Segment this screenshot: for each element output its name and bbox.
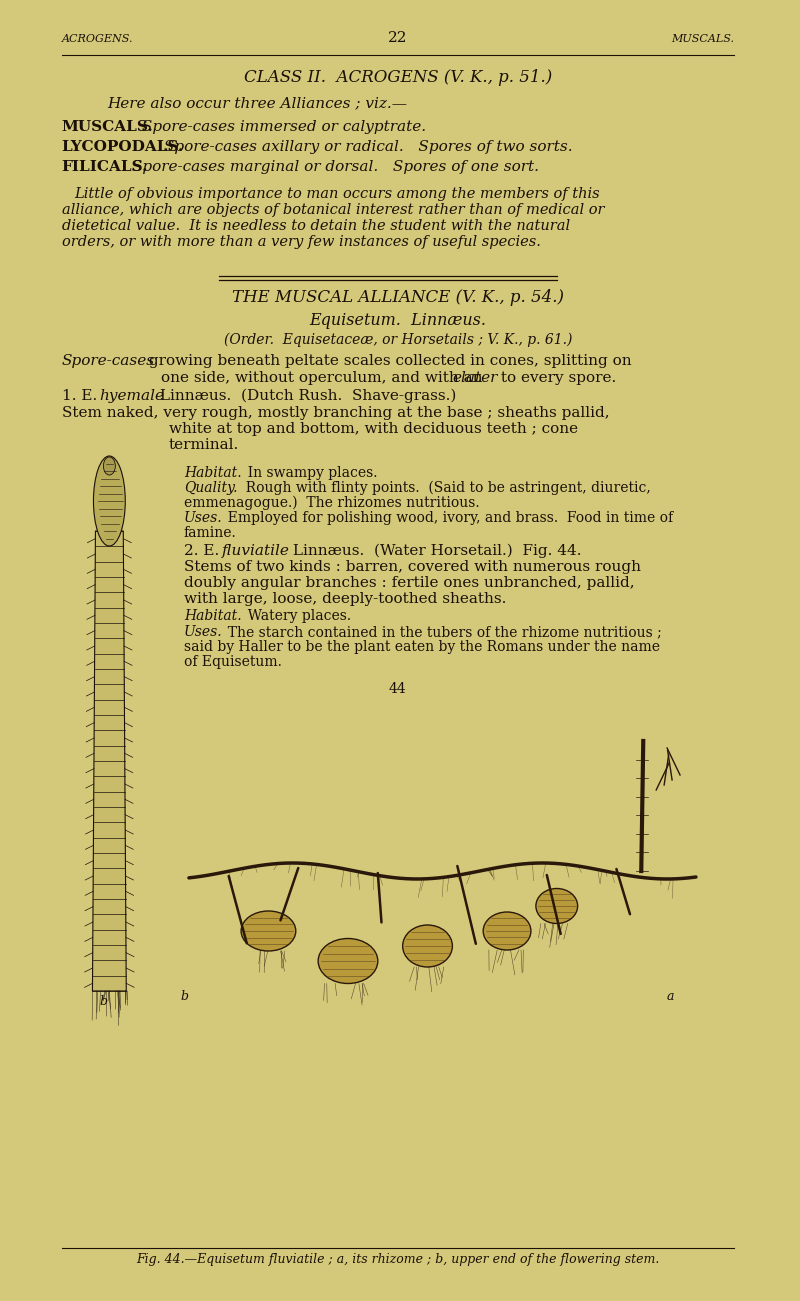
Text: Here also occur three Alliances ; viz.—: Here also occur three Alliances ; viz.—	[107, 96, 407, 111]
Text: Habitat.: Habitat.	[184, 609, 242, 623]
Text: b: b	[181, 990, 189, 1003]
Text: 22: 22	[388, 31, 407, 46]
Text: elater: elater	[452, 371, 498, 385]
Text: Rough with flinty points.  (Said to be astringent, diuretic,: Rough with flinty points. (Said to be as…	[237, 480, 650, 494]
Text: Fig. 44.—Equisetum fluviatile ; a, its rhizome ; b, upper end of the flowering s: Fig. 44.—Equisetum fluviatile ; a, its r…	[136, 1253, 659, 1266]
Text: Linnæus.  (Dutch Rush.  Shave-grass.): Linnæus. (Dutch Rush. Shave-grass.)	[155, 389, 457, 403]
Text: 44: 44	[389, 682, 406, 696]
Text: of Equisetum.: of Equisetum.	[184, 654, 282, 669]
Text: Uses.: Uses.	[184, 624, 222, 639]
Text: The starch contained in the tubers of the rhizome nutritious ;: The starch contained in the tubers of th…	[218, 624, 662, 639]
Text: Watery places.: Watery places.	[238, 609, 350, 623]
Ellipse shape	[536, 889, 578, 924]
Ellipse shape	[103, 457, 115, 475]
Text: LYCOPODALS.: LYCOPODALS.	[62, 141, 184, 154]
Text: Little of obvious importance to man occurs among the members of this: Little of obvious importance to man occu…	[74, 187, 600, 200]
Text: Habitat.: Habitat.	[184, 466, 242, 480]
Text: terminal.: terminal.	[169, 438, 239, 451]
Text: said by Haller to be the plant eaten by the Romans under the name: said by Haller to be the plant eaten by …	[184, 640, 660, 654]
Text: MUSCALS.: MUSCALS.	[62, 120, 154, 134]
Text: Equisetum.  Linnæus.: Equisetum. Linnæus.	[309, 312, 486, 329]
Text: orders, or with more than a very few instances of useful species.: orders, or with more than a very few ins…	[62, 235, 541, 248]
Text: MUSCALS.: MUSCALS.	[670, 34, 734, 44]
Text: Uses.: Uses.	[184, 511, 222, 526]
Text: Linnæus.  (Water Horsetail.)  Fig. 44.: Linnæus. (Water Horsetail.) Fig. 44.	[288, 544, 582, 558]
Text: doubly angular branches : fertile ones unbranched, pallid,: doubly angular branches : fertile ones u…	[184, 576, 634, 589]
Text: 2. E.: 2. E.	[184, 544, 224, 558]
Text: Employed for polishing wood, ivory, and brass.  Food in time of: Employed for polishing wood, ivory, and …	[218, 511, 673, 526]
Text: fluviatile: fluviatile	[222, 544, 290, 558]
Ellipse shape	[94, 455, 126, 546]
Text: Spore-cases marginal or dorsal.   Spores of one sort.: Spore-cases marginal or dorsal. Spores o…	[127, 160, 539, 174]
Text: (Order.  Equisetaceæ, or Horsetails ; V. K., p. 61.): (Order. Equisetaceæ, or Horsetails ; V. …	[223, 333, 572, 347]
Polygon shape	[93, 531, 126, 991]
Text: Quality.: Quality.	[184, 481, 238, 494]
Text: b: b	[99, 995, 107, 1008]
Text: hyemale: hyemale	[99, 389, 165, 403]
Text: THE MUSCAL ALLIANCE (V. K., p. 54.): THE MUSCAL ALLIANCE (V. K., p. 54.)	[232, 289, 564, 306]
Text: to every spore.: to every spore.	[496, 371, 616, 385]
Text: CLASS II.  ACROGENS (V. K., p. 51.): CLASS II. ACROGENS (V. K., p. 51.)	[243, 69, 552, 86]
Text: 1. E.: 1. E.	[62, 389, 102, 403]
Ellipse shape	[241, 911, 296, 951]
Ellipse shape	[402, 925, 452, 967]
Text: a: a	[666, 990, 674, 1003]
Text: dietetical value.  It is needless to detain the student with the natural: dietetical value. It is needless to deta…	[62, 219, 570, 233]
Text: white at top and bottom, with deciduous teeth ; cone: white at top and bottom, with deciduous …	[169, 422, 578, 436]
Text: ACROGENS.: ACROGENS.	[62, 34, 133, 44]
Text: In swampy places.: In swampy places.	[238, 466, 377, 480]
Ellipse shape	[318, 938, 378, 984]
Text: Spore-cases: Spore-cases	[62, 354, 154, 368]
Text: famine.: famine.	[184, 526, 237, 540]
Text: Spore-cases immersed or calyptrate.: Spore-cases immersed or calyptrate.	[138, 120, 426, 134]
Text: FILICALS.: FILICALS.	[62, 160, 148, 174]
Ellipse shape	[483, 912, 531, 950]
Text: Spore-cases axillary or radical.   Spores of two sorts.: Spore-cases axillary or radical. Spores …	[159, 141, 573, 154]
Text: alliance, which are objects of botanical interest rather than of medical or: alliance, which are objects of botanical…	[62, 203, 604, 217]
Text: growing beneath peltate scales collected in cones, splitting on: growing beneath peltate scales collected…	[144, 354, 632, 368]
Text: with large, loose, deeply-toothed sheaths.: with large, loose, deeply-toothed sheath…	[184, 592, 506, 606]
Text: Stem naked, very rough, mostly branching at the base ; sheaths pallid,: Stem naked, very rough, mostly branching…	[62, 406, 610, 420]
Text: one side, without operculum, and with an: one side, without operculum, and with an	[161, 371, 487, 385]
Text: emmenagogue.)  The rhizomes nutritious.: emmenagogue.) The rhizomes nutritious.	[184, 496, 479, 510]
Text: Stems of two kinds : barren, covered with numerous rough: Stems of two kinds : barren, covered wit…	[184, 559, 641, 574]
